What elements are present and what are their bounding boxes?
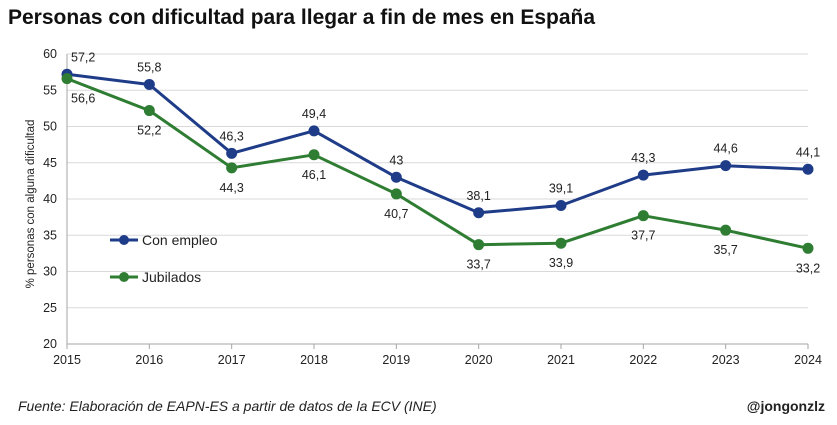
data-label: 57,2 xyxy=(71,50,95,64)
y-tick-label: 60 xyxy=(43,47,57,61)
x-tick-label: 2016 xyxy=(135,353,163,367)
data-label: 43,3 xyxy=(631,151,655,165)
x-tick-label: 2020 xyxy=(465,353,493,367)
data-point xyxy=(637,169,649,181)
series-line-con-empleo xyxy=(65,72,810,215)
legend-marker xyxy=(119,272,129,282)
data-point xyxy=(61,73,73,85)
data-label: 43 xyxy=(389,153,403,167)
x-tick-label: 2021 xyxy=(547,353,575,367)
data-point xyxy=(555,200,567,212)
data-point xyxy=(390,171,402,183)
data-label: 46,3 xyxy=(219,129,243,143)
data-point xyxy=(226,147,238,159)
y-tick-label: 45 xyxy=(43,156,57,170)
data-point xyxy=(308,149,320,161)
y-tick-label: 20 xyxy=(43,337,57,351)
data-point xyxy=(473,239,485,251)
y-tick-label: 50 xyxy=(43,120,57,134)
data-label: 44,3 xyxy=(219,181,243,195)
data-point xyxy=(720,160,732,172)
data-label: 35,7 xyxy=(713,243,737,257)
data-point xyxy=(390,188,402,200)
x-tick-label: 2017 xyxy=(218,353,246,367)
data-point xyxy=(555,237,567,249)
legend-marker xyxy=(119,235,129,245)
y-tick-label: 30 xyxy=(43,265,57,279)
legend-label: Jubilados xyxy=(142,269,201,285)
data-point xyxy=(637,210,649,222)
grid-lines xyxy=(67,53,808,345)
data-label: 56,6 xyxy=(71,92,95,106)
data-point xyxy=(226,162,238,174)
data-point xyxy=(802,163,814,175)
x-tick-label: 2015 xyxy=(53,353,81,367)
data-label: 33,7 xyxy=(466,258,490,272)
y-tick-label: 25 xyxy=(43,301,57,315)
data-label: 52,2 xyxy=(137,124,161,138)
data-point xyxy=(802,242,814,254)
data-point xyxy=(143,105,155,117)
data-label: 39,1 xyxy=(549,182,573,196)
x-tick-label: 2019 xyxy=(382,353,410,367)
series-lines xyxy=(61,68,814,254)
data-label: 33,9 xyxy=(549,256,573,270)
data-label: 38,1 xyxy=(466,189,490,203)
source-note: Fuente: Elaboración de EAPN-ES a partir … xyxy=(18,398,437,414)
y-tick-label: 35 xyxy=(43,228,57,242)
data-point xyxy=(473,207,485,219)
series-line-jubilados xyxy=(65,77,810,250)
chart-title: Personas con dificultad para llegar a fi… xyxy=(8,6,596,29)
data-label: 37,7 xyxy=(631,229,655,243)
y-tick-label: 40 xyxy=(43,192,57,206)
x-tick-label: 2018 xyxy=(300,353,328,367)
legend-label: Con empleo xyxy=(142,232,218,248)
axes: 20 25 30 35 40 45 50 55 60 2015 2016 2017 2018 2019 20… xyxy=(25,47,822,367)
data-label: 55,8 xyxy=(137,60,161,74)
y-axis-title: % personas con alguna dificultad xyxy=(25,120,37,289)
x-tick-label: 2023 xyxy=(712,353,740,367)
data-point xyxy=(720,224,732,236)
data-label: 40,7 xyxy=(384,207,408,221)
data-label: 44,1 xyxy=(796,145,820,159)
x-tick-label: 2024 xyxy=(794,353,822,367)
data-label: 33,2 xyxy=(796,261,820,275)
author-credit: @jongonzlz xyxy=(746,398,825,414)
x-tick-label: 2022 xyxy=(629,353,657,367)
data-labels: 57,2 55,8 46,3 49,4 43 38,1 39,1 43,3 44,6 44,1 56… xyxy=(71,50,820,275)
data-point xyxy=(143,78,155,90)
data-label: 46,1 xyxy=(302,168,326,182)
data-point xyxy=(308,125,320,137)
data-label: 49,4 xyxy=(302,107,326,121)
data-label: 44,6 xyxy=(713,142,737,156)
legend: Con empleo Jubilados xyxy=(110,232,218,285)
y-tick-label: 55 xyxy=(43,83,57,97)
